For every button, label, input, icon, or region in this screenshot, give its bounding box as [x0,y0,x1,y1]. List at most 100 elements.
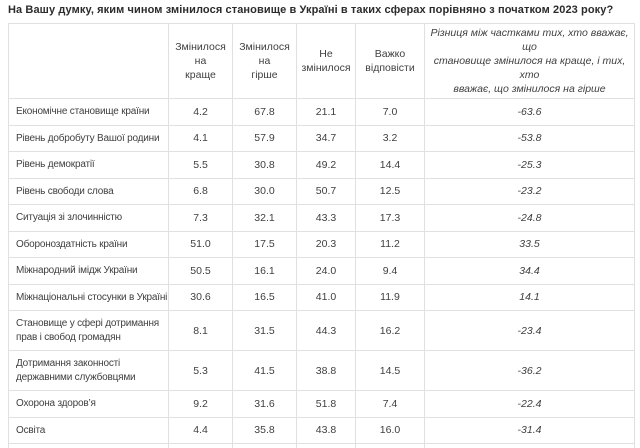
row-label: Охорона здоров’я [8,390,169,418]
col-header-hard-to-answer: Важко відповісти [355,23,425,99]
row-label: Рівень добробуту Вашої родини [8,124,169,152]
value-changed-better: 5.5 [168,151,233,179]
value-not-changed: 44.3 [296,310,356,351]
value-changed-worse: 35.8 [232,416,297,444]
value-difference: -24.9 [424,443,635,448]
value-hard-to-answer: 7.0 [355,98,425,126]
value-hard-to-answer: 14.5 [355,350,425,391]
value-changed-worse: 31.6 [232,390,297,418]
header-row: Змінилося на краще Змінилося на гірше Не… [8,23,635,99]
value-changed-better: 4.2 [168,98,233,126]
value-changed-worse: 17.5 [232,230,297,258]
value-not-changed: 49.2 [296,151,356,179]
value-changed-worse: 31.5 [232,310,297,351]
value-difference: -63.6 [424,98,635,126]
corner-cell [8,23,169,99]
row-label: Дотримання законності державними службов… [8,350,169,391]
row-label: Становище у сфері дотримання прав і своб… [8,310,169,351]
value-hard-to-answer: 11.2 [355,230,425,258]
table-row: Становище у сфері дотримання прав і своб… [8,310,635,351]
value-changed-worse: 57.9 [232,124,297,152]
col-header-difference: Різниця між частками тих, хто вважає, що… [424,23,635,99]
value-not-changed: 50.7 [296,177,356,205]
row-label: Міжнаціональні стосунки в Україні [8,283,169,311]
value-not-changed: 38.8 [296,350,356,391]
value-changed-better: 4.4 [168,416,233,444]
row-label: Соціальний захист (соціальні [8,443,169,448]
value-changed-better: 9.2 [168,390,233,418]
row-label: Рівень демократії [8,151,169,179]
value-not-changed: 21.1 [296,98,356,126]
col-header-changed-worse: Змінилося на гірше [232,23,297,99]
value-changed-better: 5.3 [168,350,233,391]
value-hard-to-answer: 12.5 [355,177,425,205]
survey-results-table: Змінилося на краще Змінилося на гірше Не… [8,23,635,448]
table-row: Охорона здоров’я 9.2 31.6 51.8 7.4 -22.4 [8,390,635,418]
value-changed-worse: 67.8 [232,98,297,126]
value-changed-better: 50.5 [168,257,233,285]
row-label: Обороноздатність країни [8,230,169,258]
value-difference: 33.5 [424,230,635,258]
value-not-changed: 43.8 [296,416,356,444]
col-header-not-changed: Не змінилося [296,23,356,99]
table-row: Рівень демократії 5.5 30.8 49.2 14.4 -25… [8,151,635,179]
row-label: Міжнародний імідж України [8,257,169,285]
row-label: Ситуація зі злочинністю [8,204,169,232]
table-row: Ситуація зі злочинністю 7.3 32.1 43.3 17… [8,204,635,232]
value-difference: -25.3 [424,151,635,179]
value-changed-worse: 16.5 [232,283,297,311]
value-changed-better: 4.1 [168,124,233,152]
value-changed-worse: 16.1 [232,257,297,285]
table-row: Рівень добробуту Вашої родини 4.1 57.9 3… [8,124,635,152]
value-changed-worse: 32.5 [232,443,297,448]
value-changed-worse: 41.5 [232,350,297,391]
table-row: Обороноздатність країни 51.0 17.5 20.3 1… [8,230,635,258]
table-row: Дотримання законності державними службов… [8,350,635,391]
value-hard-to-answer: 16.0 [355,416,425,444]
table-header: Змінилося на краще Змінилося на гірше Не… [8,23,635,99]
value-difference: -22.4 [424,390,635,418]
value-hard-to-answer: 9.4 [355,257,425,285]
table-row: Міжнародний імідж України 50.5 16.1 24.0… [8,257,635,285]
value-changed-better: 6.8 [168,177,233,205]
value-not-changed: 34.7 [296,124,356,152]
survey-question-title: На Вашу думку, яким чином змінилося стан… [8,4,614,16]
value-changed-better: 30.6 [168,283,233,311]
value-difference: -23.2 [424,177,635,205]
value-changed-worse: 30.0 [232,177,297,205]
value-hard-to-answer: 16.2 [355,310,425,351]
col-header-changed-better: Змінилося на краще [168,23,233,99]
row-label: Рівень свободи слова [8,177,169,205]
value-difference: 14.1 [424,283,635,311]
value-hard-to-answer: 3.2 [355,124,425,152]
value-changed-worse: 32.1 [232,204,297,232]
value-changed-better: 7.6 [168,443,233,448]
value-hard-to-answer: 13.6 [355,443,425,448]
value-not-changed: 20.3 [296,230,356,258]
row-label: Економічне становище країни [8,98,169,126]
value-difference: -23.4 [424,310,635,351]
value-not-changed: 24.0 [296,257,356,285]
value-changed-worse: 30.8 [232,151,297,179]
row-label: Освіта [8,416,169,444]
value-difference: 34.4 [424,257,635,285]
value-difference: -24.8 [424,204,635,232]
value-not-changed: 43.3 [296,204,356,232]
value-hard-to-answer: 11.9 [355,283,425,311]
value-changed-better: 7.3 [168,204,233,232]
table-body: Економічне становище країни 4.2 67.8 21.… [8,98,635,448]
value-changed-better: 51.0 [168,230,233,258]
value-hard-to-answer: 17.3 [355,204,425,232]
value-hard-to-answer: 14.4 [355,151,425,179]
value-not-changed: 51.8 [296,390,356,418]
value-difference: -31.4 [424,416,635,444]
value-changed-better: 8.1 [168,310,233,351]
table-row: Економічне становище країни 4.2 67.8 21.… [8,98,635,126]
table-row: Освіта 4.4 35.8 43.8 16.0 -31.4 [8,416,635,444]
table-row: Соціальний захист (соціальні 7.6 32.5 46… [8,443,635,448]
value-hard-to-answer: 7.4 [355,390,425,418]
value-not-changed: 46.3 [296,443,356,448]
table-row: Рівень свободи слова 6.8 30.0 50.7 12.5 … [8,177,635,205]
table-row: Міжнаціональні стосунки в Україні 30.6 1… [8,283,635,311]
